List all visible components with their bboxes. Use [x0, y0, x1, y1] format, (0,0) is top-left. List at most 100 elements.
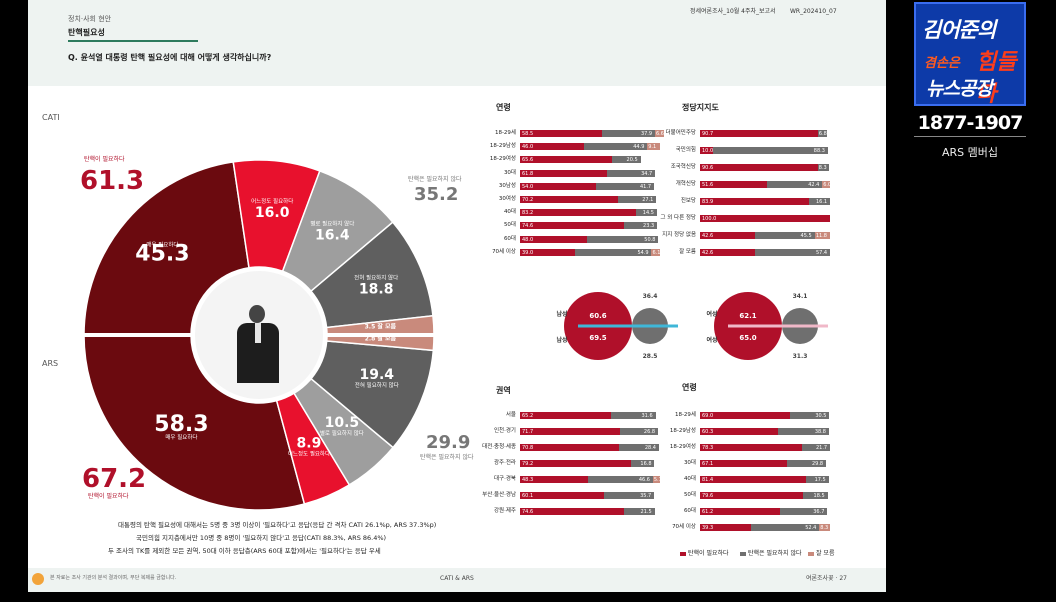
- bar-segment-need: 90.7: [700, 130, 818, 137]
- bar-value-no: 30.5: [815, 413, 827, 419]
- bar-value-dk: 8.3: [820, 525, 829, 531]
- bar-value-no: 16.1: [815, 199, 828, 205]
- bar-row-label: 18-29여성: [669, 444, 696, 450]
- bar-segment-no: 29.8: [787, 460, 826, 467]
- bar-segment-dk: 8.3: [819, 524, 830, 531]
- bar-row-label: 더불어민주당: [665, 130, 696, 136]
- bar-segment-no: 17.5: [805, 476, 829, 483]
- bar-segment-need: 65.2: [520, 412, 612, 419]
- bar-segment-no: 37.9: [601, 130, 655, 137]
- bar-value-need: 65.2: [522, 413, 534, 419]
- bar-value-need: 60.3: [702, 429, 714, 435]
- ars-noneed-total: 29.9: [426, 432, 471, 453]
- bar-value-need: 78.3: [702, 445, 714, 451]
- bar-row-label: 서울: [505, 412, 516, 418]
- footer-page: 여론조사꽃 · 27: [806, 575, 847, 582]
- bar-segment-no: 34.7: [606, 169, 656, 177]
- bar-value-no: 41.7: [639, 183, 652, 190]
- bar-segment-need: 83.2: [520, 209, 637, 217]
- bar-row-label: 국민의힘: [675, 147, 696, 153]
- bar-segment-dk: 6.1: [651, 248, 660, 256]
- bar-value-need: 67.1: [702, 461, 714, 467]
- bar-value-need: 71.7: [522, 429, 534, 435]
- logo-line-3: 뉴스공장: [926, 78, 993, 100]
- bar-value-dk: 9.1: [648, 144, 657, 151]
- bar-segment-need: 54.0: [520, 182, 596, 190]
- report-id: WR_202410_07: [790, 8, 837, 15]
- bar-segment-dk: 5.1: [652, 476, 662, 483]
- gender-value: 36.4: [643, 293, 658, 300]
- bar-segment-need: 74.6: [520, 222, 625, 230]
- bar-value-need: 48.3: [522, 477, 534, 483]
- bar-row-label: 30남성: [498, 182, 516, 189]
- gender-label: 여성: [706, 310, 717, 318]
- bar-segment-no: 57.4: [755, 249, 830, 256]
- bar-segment-no: 28.4: [619, 444, 659, 451]
- flower-logo-icon: [32, 573, 44, 585]
- cati-label-some-need: 어느정도 필요하다 16.0: [251, 197, 293, 221]
- bar-row-label: 18-29세: [494, 130, 516, 136]
- bar-segment-no: 50.8: [587, 235, 659, 243]
- bar-value-no: 52.4: [805, 525, 817, 531]
- bar-value-need: 10.0: [702, 148, 714, 154]
- footer-note: 본 자료는 조사 기관의 분석 결과이며, 무단 복제를 금합니다.: [50, 575, 177, 581]
- bar-row-label: 잘 모름: [679, 249, 696, 255]
- bar-value-need: 69.0: [702, 413, 714, 419]
- bar-value-no: 31.6: [641, 413, 653, 419]
- bar-row-label: 50대: [503, 222, 516, 229]
- bar-segment-no: 88.3: [713, 147, 828, 154]
- bar-segment-need: 60.3: [700, 428, 779, 435]
- bar-row-label: 70세 이상: [492, 248, 516, 255]
- donut-chart: 매우 필요하다45.3 어느정도 필요하다 16.0 별로 필요하지 않다 16.4 전혀…: [34, 159, 464, 511]
- summary-line-2: 국민의힘 지지층에서만 10명 중 8명이 '필요하지 않다'고 응답(CATI…: [136, 534, 387, 542]
- bar-segment-need: 42.6: [700, 249, 756, 256]
- bar-row-label: 30대: [503, 169, 516, 176]
- ars-need-label: 탄핵이 필요하다: [88, 493, 129, 500]
- legend-no: 탄핵은 필요하지 않다: [740, 551, 802, 557]
- bar-row-label: 강원·제주: [494, 508, 516, 514]
- bar-value-no: 6.8: [818, 131, 827, 137]
- bar-segment-need: 46.0: [520, 143, 585, 151]
- category-label: 정치·사회 현안: [68, 15, 112, 23]
- cati-label-not-much: 별로 필요하지 않다 16.4: [310, 220, 354, 244]
- bar-row-label: 30여성: [498, 196, 516, 202]
- legend-need: 탄핵이 필요하다: [680, 551, 729, 557]
- bar-segment-no: 6.8: [817, 130, 827, 137]
- bar-segment-dk: 6.0: [822, 181, 831, 188]
- bar-segment-need: 42.6: [700, 232, 756, 239]
- bar-value-dk: 11.8: [815, 233, 827, 239]
- bar-segment-need: 61.2: [700, 508, 780, 515]
- cati-noneed-total: 35.2: [414, 184, 459, 205]
- bar-segment-no: 30.5: [789, 412, 830, 419]
- bar-value-need: 61.8: [522, 170, 534, 177]
- president-photo: [195, 271, 323, 399]
- bar-value-need: 83.9: [702, 199, 714, 205]
- ars-membership: ARS 멤버십: [941, 146, 998, 159]
- bar-segment-need: 70.8: [520, 444, 620, 451]
- bar-segment-no: 35.7: [604, 492, 655, 499]
- bar-value-need: 100.0: [702, 216, 717, 222]
- bar-value-no: 20.5: [626, 157, 638, 164]
- bar-value-no: 21.5: [640, 509, 652, 515]
- bar-row-label: 그 외 다른 정당: [660, 215, 696, 221]
- bar-row-label: 부산·울산·경남: [482, 492, 516, 498]
- legend-dk: 잘 모름: [808, 551, 834, 557]
- bar-segment-no: 16.8: [630, 460, 655, 467]
- bar-value-need: 39.0: [522, 249, 534, 256]
- bar-segment-no: 8.3: [817, 164, 829, 171]
- bar-row-label: 40대: [683, 476, 696, 482]
- report-page: 정치·사회 현안 탄핵필요성 Q. 윤석열 대통령 탄핵 필요성에 대해 어떻게…: [28, 0, 886, 592]
- bar-row-label: 50대: [683, 492, 696, 498]
- cati-need-total: 61.3: [80, 166, 145, 196]
- cati-need-label: 탄핵이 필요하다: [84, 156, 125, 163]
- bar-value-no: 14.5: [642, 210, 654, 217]
- gender-label: 남성: [556, 336, 567, 344]
- bar-row-label: 개혁신당: [675, 181, 696, 187]
- bar-value-no: 36.7: [813, 509, 825, 515]
- ars-slice-very-need: [83, 334, 306, 511]
- bar-value-need: 54.0: [522, 183, 534, 190]
- age-ars-title: 연령: [682, 383, 697, 392]
- bar-segment-need: 100.0: [700, 215, 830, 222]
- bar-segment-no: 31.6: [611, 412, 656, 419]
- bar-value-no: 18.5: [813, 493, 825, 499]
